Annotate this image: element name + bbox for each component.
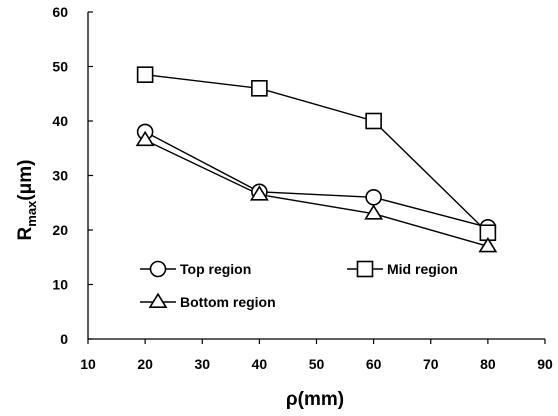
y-axis-label-main: R (15, 226, 36, 240)
x-axis-label: ρ(mm) (286, 389, 344, 410)
x-tick-label: 20 (137, 356, 153, 372)
data-point-bottom-region (135, 130, 155, 147)
legend-label-bottom-region: Bottom region (180, 294, 276, 310)
legend-label-top-region: Top region (180, 261, 251, 277)
y-tick-label: 0 (60, 331, 68, 347)
data-point-mid-region (136, 66, 154, 83)
legend-marker-mid-region (356, 260, 374, 278)
x-tick-label: 60 (366, 356, 382, 372)
x-tick-label: 80 (480, 356, 496, 372)
x-tick-label: 30 (194, 356, 210, 372)
legend: Top region Mid region Bottom region (140, 260, 458, 310)
y-axis-label-sub: max (24, 200, 39, 227)
axes (87, 12, 545, 340)
y-tick-label: 30 (52, 168, 68, 184)
data-point-bottom-region (249, 185, 269, 201)
legend-marker-bottom-region (148, 292, 168, 309)
x-tick-label: 90 (537, 356, 553, 372)
svg-text:Rmax(μm): Rmax(μm) (15, 160, 39, 241)
legend-label-mid-region: Mid region (387, 261, 458, 277)
x-axis-ticks: 10 20 30 40 50 60 70 80 90 (80, 339, 553, 372)
series-line-top-region (144, 131, 489, 228)
x-tick-label: 50 (309, 356, 325, 372)
series-lines (144, 73, 489, 248)
series-line-mid-region (145, 73, 489, 234)
data-point-mid-region (365, 112, 382, 130)
data-point-bottom-region (364, 204, 384, 220)
legend-marker-top-region (149, 260, 167, 278)
y-axis-ticks: 0 10 20 30 40 50 60 (52, 4, 93, 347)
y-tick-label: 40 (52, 113, 68, 129)
y-axis-label-unit: (μm) (15, 160, 36, 201)
data-point-bottom-region (478, 237, 498, 253)
x-tick-label: 10 (80, 356, 96, 372)
y-tick-label: 10 (52, 277, 68, 293)
x-tick-label: 70 (423, 356, 439, 372)
data-point-top-region (365, 189, 382, 206)
series-markers (135, 66, 498, 253)
y-tick-label: 60 (52, 4, 68, 20)
y-tick-label: 20 (52, 222, 68, 238)
series-line-bottom-region (144, 139, 489, 248)
y-axis-label: Rmax(μm) (15, 160, 39, 241)
x-tick-label: 40 (252, 356, 268, 372)
y-tick-label: 50 (52, 59, 68, 75)
data-point-mid-region (251, 80, 268, 97)
